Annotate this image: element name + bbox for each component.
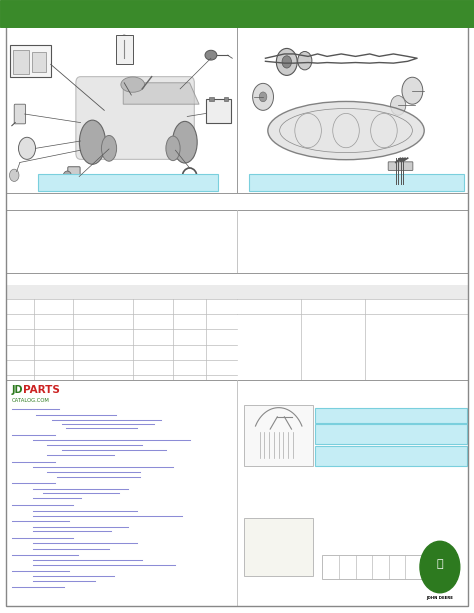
Bar <box>206 99 231 123</box>
Bar <box>244 518 313 576</box>
Bar <box>315 424 467 444</box>
Circle shape <box>420 541 460 593</box>
Ellipse shape <box>173 121 197 163</box>
Circle shape <box>259 92 267 102</box>
Bar <box>315 446 467 466</box>
Text: PARTS: PARTS <box>23 386 60 395</box>
Bar <box>315 408 467 423</box>
Bar <box>0 0 474 27</box>
Bar <box>237 285 468 299</box>
Ellipse shape <box>268 101 424 159</box>
Bar <box>6 273 468 285</box>
Text: CATALOG.COM: CATALOG.COM <box>12 398 50 403</box>
FancyBboxPatch shape <box>295 538 306 562</box>
Bar <box>116 35 133 64</box>
Text: JOHN DEERE: JOHN DEERE <box>427 596 453 600</box>
FancyBboxPatch shape <box>388 162 413 170</box>
Ellipse shape <box>121 77 145 93</box>
Bar <box>10 45 51 77</box>
FancyBboxPatch shape <box>14 104 26 124</box>
Bar <box>244 405 313 466</box>
Polygon shape <box>123 83 199 104</box>
Bar <box>6 285 237 299</box>
Circle shape <box>391 96 406 115</box>
Bar <box>6 285 468 380</box>
FancyBboxPatch shape <box>68 167 80 186</box>
Bar <box>249 174 464 191</box>
Ellipse shape <box>284 534 294 563</box>
Circle shape <box>9 169 19 181</box>
Bar <box>32 52 46 72</box>
Ellipse shape <box>250 536 267 561</box>
Ellipse shape <box>80 120 105 164</box>
Circle shape <box>298 51 312 70</box>
Circle shape <box>63 171 72 182</box>
Bar <box>13 50 29 74</box>
Circle shape <box>282 56 292 68</box>
Circle shape <box>276 48 297 75</box>
Bar <box>6 27 468 193</box>
Circle shape <box>18 137 36 159</box>
Ellipse shape <box>101 135 117 161</box>
Circle shape <box>402 77 423 104</box>
Bar <box>6 210 468 273</box>
Bar <box>224 97 228 101</box>
Circle shape <box>120 35 128 45</box>
Text: JD: JD <box>12 386 23 395</box>
Text: 🦌: 🦌 <box>437 559 443 569</box>
Bar <box>38 174 218 191</box>
Circle shape <box>265 547 280 566</box>
FancyBboxPatch shape <box>76 77 194 159</box>
Ellipse shape <box>205 50 217 60</box>
Bar <box>6 380 468 606</box>
Bar <box>322 555 422 579</box>
Circle shape <box>253 83 273 110</box>
Bar <box>209 97 214 101</box>
Ellipse shape <box>166 136 180 161</box>
Bar <box>6 193 468 210</box>
